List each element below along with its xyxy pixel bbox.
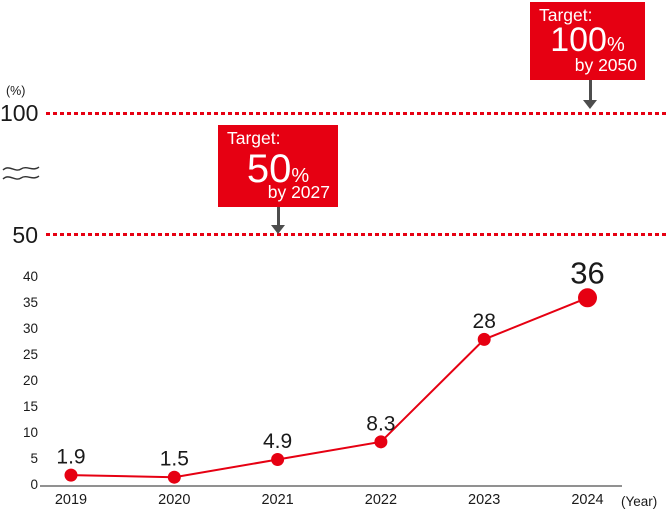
y-tick-label: 25 — [22, 347, 38, 362]
target-box-100-number: 100 — [550, 21, 607, 59]
x-tick-label: 2020 — [158, 492, 191, 508]
arrow-down-icon — [583, 80, 597, 110]
x-tick-label: 2019 — [54, 492, 88, 508]
target-box-50-title: Target: — [227, 128, 281, 148]
y-tick-label: 10 — [22, 425, 38, 440]
arrow-down-icon — [271, 207, 285, 235]
y-tick-label: 0 — [30, 477, 38, 492]
arrow-stem — [588, 80, 592, 101]
data-point-marker — [167, 470, 181, 484]
y-tick-label: 30 — [22, 321, 38, 336]
y-axis-unit-label: (%) — [6, 84, 26, 98]
data-line — [70, 296, 588, 479]
target-box-50-percent: % — [291, 165, 310, 187]
target-box-100-deadline: by 2050 — [574, 55, 637, 75]
target-box-50-number: 50 — [246, 147, 292, 191]
target-box-100-percent: % — [606, 34, 625, 56]
x-tick-label: 2024 — [571, 492, 604, 508]
axis-break-icon — [2, 166, 40, 180]
data-point-marker — [477, 332, 491, 346]
x-axis-unit-label: (Year) — [621, 494, 658, 509]
data-point-label: 8.3 — [366, 412, 395, 435]
data-point-marker — [271, 453, 285, 467]
target-box-50-deadline: by 2027 — [267, 182, 330, 202]
y-tick-50: 50 — [12, 222, 38, 248]
x-tick-label: 2023 — [468, 492, 501, 508]
data-point-label: 4.9 — [263, 430, 292, 453]
target-100-reference-line — [46, 112, 666, 115]
x-axis-line — [40, 485, 622, 487]
arrow-head — [271, 225, 285, 234]
target-box-100-value: 100% — [530, 22, 645, 65]
data-point-marker — [578, 288, 597, 308]
arrow-head — [583, 100, 597, 109]
x-tick-label: 2022 — [364, 492, 398, 508]
y-tick-100: 100 — [0, 100, 39, 126]
target-50-reference-line — [46, 233, 666, 236]
y-tick-label: 40 — [22, 269, 38, 284]
y-tick-label: 15 — [22, 399, 38, 414]
arrow-stem — [276, 207, 280, 226]
target-box-100-title: Target: — [539, 5, 593, 25]
data-point-marker — [374, 435, 388, 449]
data-point-label: 36 — [570, 255, 604, 290]
target-box-50: Target: 50% by 2027 — [218, 125, 338, 207]
data-point-label: 28 — [473, 310, 496, 333]
data-point-label: 1.9 — [56, 446, 85, 469]
data-point-label: 1.5 — [160, 448, 189, 471]
x-tick-label: 2021 — [261, 492, 294, 508]
target-box-100: Target: 100% by 2050 — [530, 2, 645, 80]
target-box-50-value: 50% — [218, 149, 338, 198]
y-tick-label: 35 — [22, 295, 38, 310]
data-point-marker — [64, 468, 78, 482]
y-tick-label: 5 — [30, 451, 38, 466]
y-tick-label: 20 — [22, 373, 38, 388]
